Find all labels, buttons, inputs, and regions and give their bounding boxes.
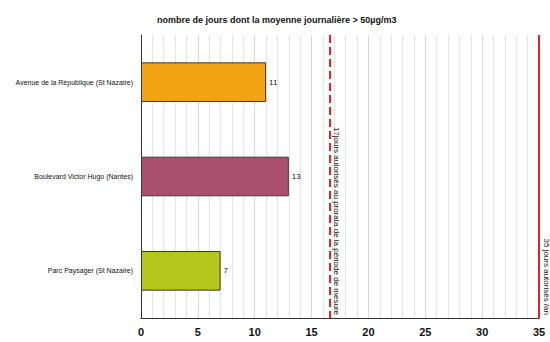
svg-text:10: 10 [249,326,261,338]
svg-text:7: 7 [224,266,229,275]
svg-text:11: 11 [269,78,278,87]
svg-text:Boulevard Victor Hugo (Nantes): Boulevard Victor Hugo (Nantes) [34,173,133,181]
svg-text:Parc Paysager (St Nazaire): Parc Paysager (St Nazaire) [48,267,133,275]
svg-text:Avenue de la République (St Na: Avenue de la République (St Nazaire) [16,79,133,87]
svg-text:35 jours autorisés /an: 35 jours autorisés /an [542,239,550,316]
svg-text:0: 0 [138,326,144,338]
svg-text:20: 20 [362,326,374,338]
svg-text:25: 25 [419,326,431,338]
svg-text:17jours autorisés au prorata d: 17jours autorisés au prorata de la pério… [332,127,341,316]
svg-text:35: 35 [533,326,545,338]
svg-text:5: 5 [195,326,201,338]
svg-text:nombre de jours dont la moyenn: nombre de jours dont la moyenne journali… [157,15,397,25]
svg-text:13: 13 [292,172,301,181]
svg-text:15: 15 [305,326,317,338]
svg-text:30: 30 [476,326,488,338]
